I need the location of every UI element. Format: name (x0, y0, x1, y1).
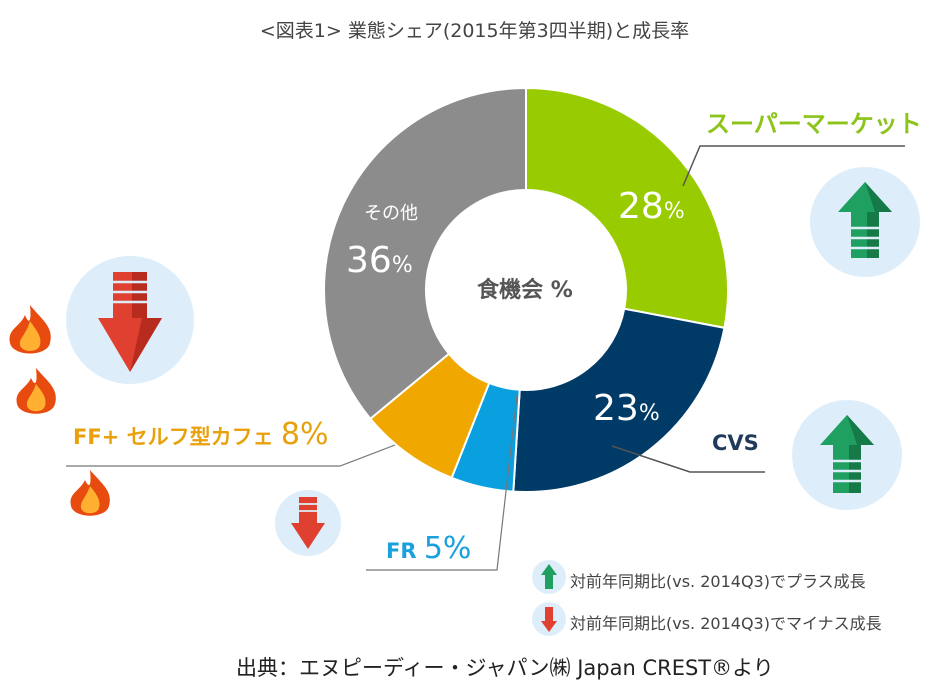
leader-ff (66, 444, 396, 467)
legend-plus-growth: 対前年同期比(vs. 2014Q3)でプラス成長 (570, 572, 866, 591)
up-arrow-icon (792, 400, 902, 510)
legend-minus-growth: 対前年同期比(vs. 2014Q3)でマイナス成長 (570, 614, 882, 633)
slice-name-other: その他 (364, 203, 418, 224)
down-arrow-icon (66, 256, 194, 384)
slice-supermarket (525, 86, 729, 330)
leader-supermarket (682, 145, 905, 187)
up-arrow-icon (810, 167, 920, 277)
source-note: 出典：エヌピーディー・ジャパン㈱ Japan CREST®より (236, 656, 774, 680)
leader-cvs (611, 445, 765, 473)
down-arrow-icon (275, 490, 341, 556)
slice-cvs (512, 307, 726, 493)
slice-value-cvs: 23% (593, 388, 660, 429)
leader-fr (366, 394, 518, 571)
label-ff: FF+ セルフ型カフェ 8% (73, 417, 329, 452)
fire-icon (70, 470, 110, 516)
label-supermarket: スーパーマーケット (706, 110, 922, 138)
fire-icon (9, 305, 51, 354)
slice-other (323, 86, 527, 421)
fire-icon (16, 368, 56, 414)
donut-slices (323, 86, 729, 493)
value-ff: 8 (280, 417, 301, 452)
label-fr: FR 5% (386, 531, 472, 566)
label-cvs: CVS (712, 431, 759, 455)
legend-down-icon (532, 602, 566, 636)
donut-center-label: 食機会 % (477, 278, 573, 303)
slice-value-supermarket: 28% (618, 186, 685, 227)
slice-value-other: 36% (346, 240, 413, 281)
chart-title: <図表1> 業態シェア(2015年第3四半期)と成長率 (259, 20, 690, 42)
value-fr: 5 (423, 531, 443, 566)
legend-up-icon (532, 560, 566, 594)
